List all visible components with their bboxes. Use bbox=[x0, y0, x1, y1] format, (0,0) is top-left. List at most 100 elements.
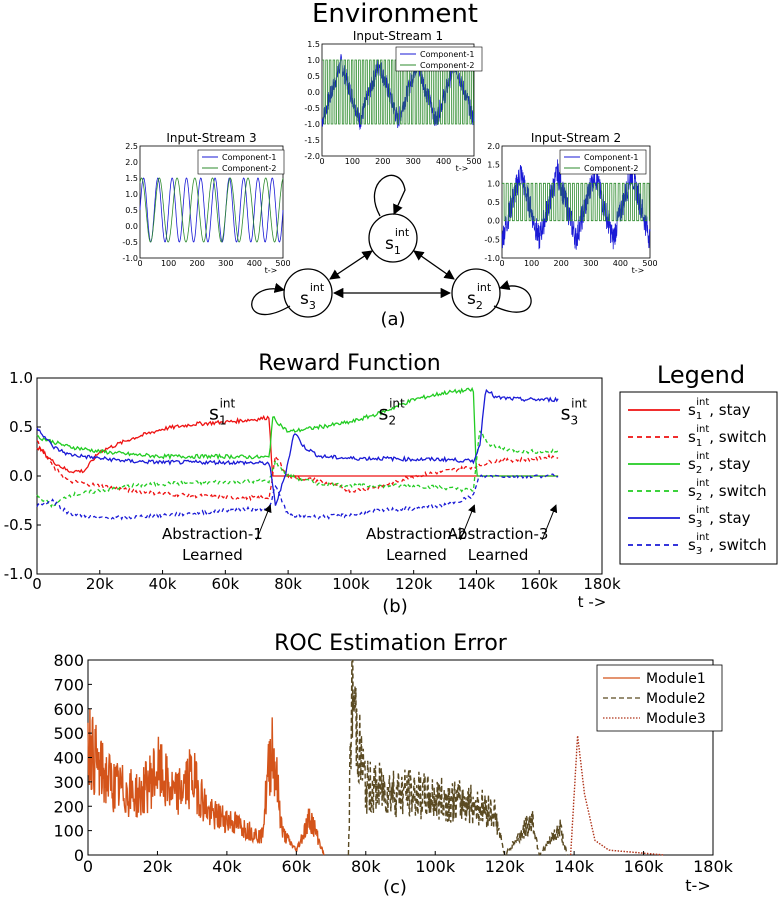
state-sub: 2 bbox=[388, 413, 396, 427]
state-label-s2: s2int bbox=[467, 281, 492, 312]
x-tick-label: 60k bbox=[282, 857, 312, 876]
legend-state-sup: int bbox=[696, 478, 709, 489]
panel-label-a: (a) bbox=[380, 309, 405, 330]
x-tick-label: 100k bbox=[332, 575, 370, 593]
edge-s1-s3 bbox=[329, 250, 373, 280]
x-tick-label: 400 bbox=[613, 259, 628, 268]
state-label-s3: s3int bbox=[300, 281, 325, 312]
panel-label-b: (b) bbox=[382, 596, 407, 617]
y-tick-label: 700 bbox=[53, 675, 84, 694]
legend-state-base: s bbox=[688, 509, 696, 527]
x-tick-label: 500 bbox=[275, 259, 290, 268]
state-base: s bbox=[379, 402, 389, 424]
series-3-stay bbox=[36, 388, 559, 506]
y-tick-label: 1.5 bbox=[307, 40, 320, 49]
y-tick-label: 0.0 bbox=[9, 467, 33, 485]
y-tick-label: 2.0 bbox=[487, 142, 500, 151]
state-sub: 3 bbox=[571, 413, 579, 427]
series-line-component-2 bbox=[139, 177, 284, 243]
y-tick-label: -0.5 bbox=[4, 516, 33, 534]
x-tick-label: 120k bbox=[395, 575, 433, 593]
legend-label: s3 int, stay bbox=[688, 505, 751, 530]
y-tick-label: 0.5 bbox=[307, 72, 320, 81]
legend-state-sup: int bbox=[696, 532, 709, 543]
series-1-stay bbox=[36, 414, 559, 477]
state-node-s1 bbox=[368, 213, 418, 263]
x-tick-label: 500 bbox=[642, 259, 657, 268]
chart-title: Input-Stream 1 bbox=[353, 29, 443, 43]
y-tick-label: -1.0 bbox=[304, 120, 320, 129]
legend-series-name: stay bbox=[719, 455, 751, 473]
y-tick-label: 0.5 bbox=[487, 198, 500, 207]
legend-state-sub: 1 bbox=[696, 411, 702, 422]
self-loop-s1 bbox=[373, 174, 406, 217]
x-axis-label: t-> bbox=[685, 876, 710, 895]
state-label: s2 int bbox=[379, 396, 405, 427]
y-tick-label: 1.0 bbox=[487, 179, 500, 188]
x-tick-label: 80k bbox=[351, 857, 381, 876]
x-tick-label: 120k bbox=[485, 857, 526, 876]
x-tick-label: 300 bbox=[406, 157, 421, 166]
state-base: s bbox=[561, 402, 571, 424]
series-line-component-2 bbox=[502, 182, 650, 222]
legend-label: Component-1 bbox=[584, 153, 638, 162]
series-2-switch bbox=[36, 430, 559, 509]
state-node-s2 bbox=[451, 268, 501, 318]
legend-state-sup: int bbox=[696, 397, 709, 408]
legend-label: s2 int, stay bbox=[688, 451, 751, 476]
roc-error-chart: ROC Estimation Error 0 20k 40k 60k 80k 100k 120… bbox=[53, 631, 733, 895]
y-tick-label: 1.5 bbox=[125, 174, 138, 183]
legend-state-sub: 1 bbox=[696, 438, 702, 449]
legend-sep: , bbox=[709, 455, 719, 473]
input-stream-1-chart: Input-Stream 1 0 100 200 300 400 500 1.5 1.0 0.5 0… bbox=[304, 29, 483, 173]
y-tick-label: -0.5 bbox=[484, 235, 500, 244]
x-tick-label: 40k bbox=[149, 575, 177, 593]
y-tick-label: 0.5 bbox=[9, 418, 33, 436]
legend-state-base: s bbox=[688, 482, 696, 500]
y-tick-label: 300 bbox=[53, 773, 84, 792]
y-tick-label: -1.0 bbox=[122, 254, 138, 263]
y-tick-label: -0.5 bbox=[122, 238, 138, 247]
legend-state-base: s bbox=[688, 401, 696, 419]
annotation-line1: Abstraction-1 bbox=[162, 525, 263, 543]
y-tick-label: 1.0 bbox=[9, 369, 33, 387]
x-tick-label: 180k bbox=[693, 857, 734, 876]
x-tick-label: 200 bbox=[375, 157, 390, 166]
legend-sep: , bbox=[709, 509, 719, 527]
legend-frame bbox=[395, 46, 483, 72]
y-tick-label: 400 bbox=[53, 749, 84, 768]
x-tick-label: 200 bbox=[190, 259, 205, 268]
state-sub: 1 bbox=[219, 413, 227, 427]
legend-state-base: s bbox=[688, 536, 696, 554]
state-sup: int bbox=[220, 396, 236, 410]
reward-function-chart: Reward Function 0 20k 40k 60k 80k 100k 120k 140k… bbox=[4, 351, 621, 611]
series-2-stay bbox=[36, 386, 559, 477]
chart-title: Input-Stream 3 bbox=[166, 131, 256, 145]
legend-state-sub: 3 bbox=[696, 519, 702, 530]
x-tick-label: 0 bbox=[83, 857, 93, 876]
y-tick-label: -2.0 bbox=[304, 152, 320, 161]
environment-title: Environment bbox=[312, 0, 478, 29]
x-tick-label: 300 bbox=[218, 259, 233, 268]
series-line-component-1 bbox=[139, 177, 284, 243]
x-tick-label: 160k bbox=[624, 857, 665, 876]
x-tick-label: 40k bbox=[212, 857, 242, 876]
state-label: s1 int bbox=[209, 396, 235, 427]
legend-label: Module2 bbox=[646, 691, 706, 707]
legend-frame bbox=[559, 149, 647, 175]
self-loop-s2 bbox=[493, 280, 532, 313]
x-tick-label: 60k bbox=[211, 575, 239, 593]
y-tick-label: 1.0 bbox=[125, 190, 138, 199]
x-tick-label: 100 bbox=[345, 157, 360, 166]
y-tick-label: -1.0 bbox=[484, 254, 500, 263]
self-loop-s3 bbox=[251, 282, 291, 316]
y-tick-label: 200 bbox=[53, 797, 84, 816]
annotation-line2: Learned bbox=[182, 546, 243, 564]
panel-label-c: (c) bbox=[383, 877, 407, 898]
legend-label: Module3 bbox=[646, 711, 706, 727]
legend-frame bbox=[596, 664, 723, 732]
legend-label: s2 int, switch bbox=[688, 478, 767, 503]
edge-s1-s2 bbox=[413, 250, 455, 280]
legend-state-base: s bbox=[688, 455, 696, 473]
